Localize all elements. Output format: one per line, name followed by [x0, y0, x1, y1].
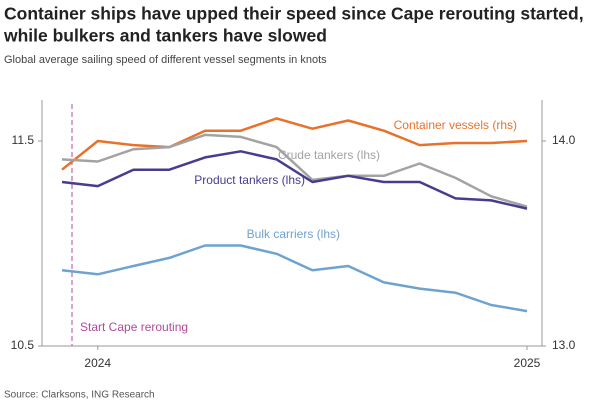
series-label: Container vessels (rhs)	[394, 118, 517, 132]
chart-subtitle: Global average sailing speed of differen…	[4, 54, 327, 66]
y-tick-label: 10.5	[11, 338, 35, 352]
series-label: Product tankers (lhs)	[194, 173, 305, 187]
series-line	[61, 117, 528, 171]
x-tick-label: 2025	[514, 356, 541, 370]
series-label: Bulk carriers (lhs)	[247, 227, 340, 241]
source: Source: Clarksons, ING Research	[4, 390, 155, 401]
y2-tick-label: 14.0	[552, 133, 576, 147]
y-tick-label: 11.5	[12, 133, 35, 147]
series-line	[61, 133, 528, 208]
chart-title: while bulkers and tankers have slowed	[3, 26, 327, 46]
x-tick-label: 2024	[84, 356, 111, 370]
series-label: Crude tankers (lhs)	[278, 148, 380, 162]
y2-tick-label: 13.0	[552, 338, 576, 352]
chart-title: Container ships have upped their speed s…	[4, 4, 584, 24]
series-line	[61, 150, 528, 210]
series-line	[61, 244, 528, 313]
annotation: Start Cape rerouting	[80, 320, 188, 334]
